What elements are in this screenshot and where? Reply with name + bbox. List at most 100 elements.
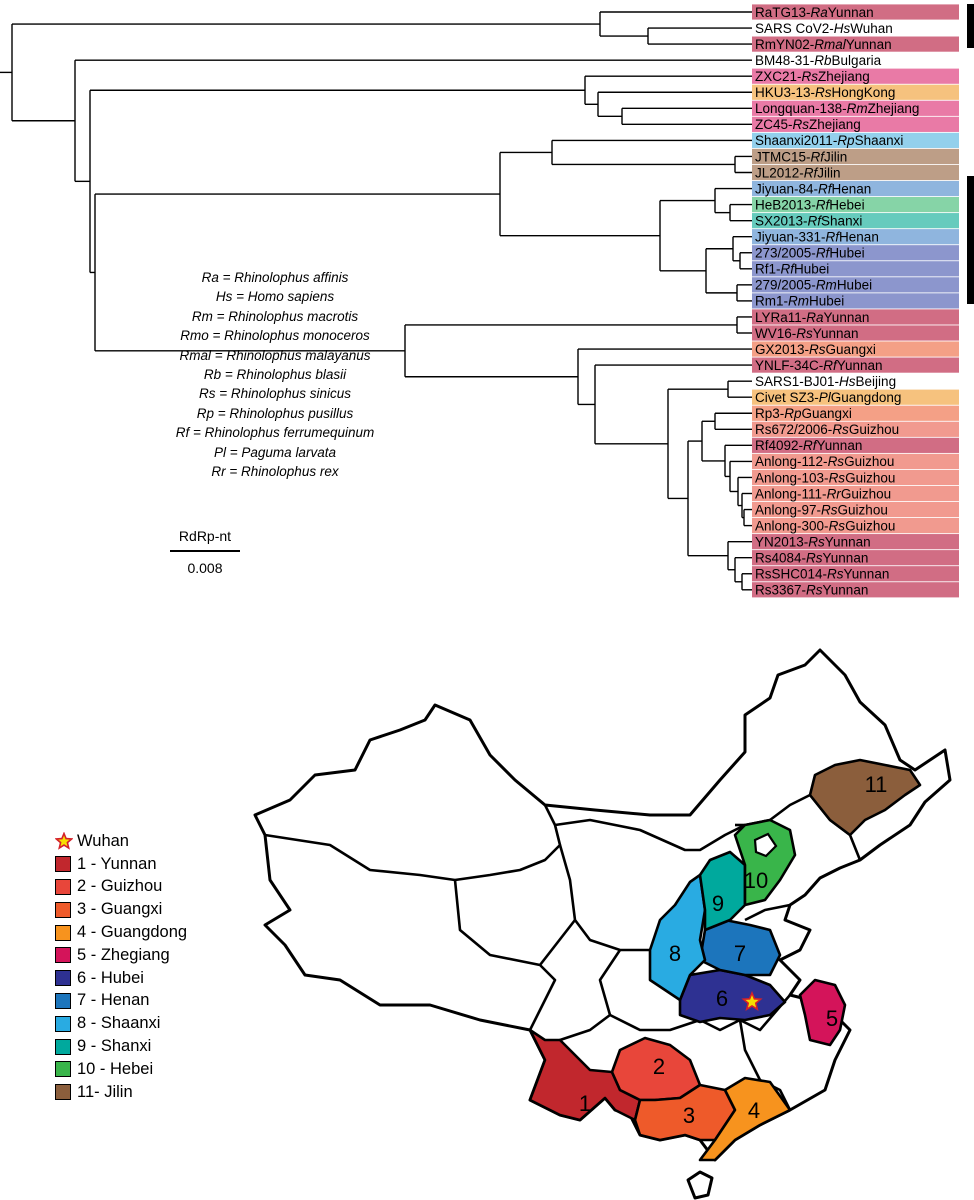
abbreviation-line: Rs = Rhinolophus sinicus bbox=[199, 386, 351, 402]
tip-label: RmYN02-RmalYunnan bbox=[755, 37, 892, 52]
region-label-shaanxi: 8 bbox=[669, 941, 681, 966]
tip-label: 273/2005-RfHubei bbox=[755, 246, 865, 261]
scale-bar-block: RdRp-nt 0.008 bbox=[150, 528, 260, 576]
abbreviation-line: Rm = Rhinolophus macrotis bbox=[191, 308, 359, 324]
legend-item: 11- Jilin bbox=[55, 1081, 187, 1104]
legend-swatch bbox=[55, 1015, 71, 1032]
tip-box bbox=[752, 518, 959, 534]
tip-label: Anlong-97-RsGuizhou bbox=[755, 502, 888, 517]
tip-label: 279/2005-RmHubei bbox=[755, 278, 872, 293]
legend-label: 2 - Guizhou bbox=[77, 877, 163, 896]
tip-box bbox=[752, 582, 959, 598]
legend-item: 1 - Yunnan bbox=[55, 853, 187, 876]
abbreviation-line: Rr = Rhinolophus rex bbox=[211, 464, 339, 480]
legend-swatch bbox=[55, 992, 71, 1009]
region-label-zhegiang: 5 bbox=[826, 1006, 838, 1031]
tip-label: HKU3-13-RsHongKong bbox=[755, 85, 895, 100]
legend-swatch bbox=[55, 1038, 71, 1055]
region-label-henan: 7 bbox=[734, 941, 746, 966]
tip-box bbox=[752, 277, 959, 293]
region-label-shanxi: 9 bbox=[712, 891, 724, 916]
tip-box bbox=[752, 116, 959, 132]
region-guangdong bbox=[698, 1076, 792, 1162]
legend-label: 1 - Yunnan bbox=[77, 854, 157, 873]
tip-label: Anlong-300-RsGuizhou bbox=[755, 518, 895, 533]
scale-bar-value: 0.008 bbox=[187, 560, 223, 576]
tip-label: Rs672/2006-RsGuizhou bbox=[755, 422, 899, 437]
legend-swatch bbox=[55, 924, 71, 941]
legend-swatch bbox=[55, 1061, 71, 1078]
tip-label: WV16-RsYunnan bbox=[755, 326, 859, 341]
region-jilin bbox=[808, 758, 922, 837]
tip-box bbox=[752, 453, 959, 469]
legend-swatch bbox=[55, 1084, 71, 1101]
legend-label: 5 - Zhegiang bbox=[77, 945, 170, 964]
tip-box bbox=[752, 293, 959, 309]
legend-label: 3 - Guangxi bbox=[77, 900, 163, 919]
tip-box bbox=[752, 213, 959, 229]
tip-label: Rm1-RmHubei bbox=[755, 294, 844, 309]
region-shaanxi bbox=[648, 873, 707, 1002]
region-label-guangxi: 3 bbox=[683, 1103, 695, 1128]
abbreviation-line: Rp = Rhinolophus pusillus bbox=[196, 405, 354, 421]
abbreviation-line: Hs = Homo sapiens bbox=[215, 289, 335, 305]
region-label-yunnan: 1 bbox=[579, 1091, 591, 1116]
tip-label: Shaanxi2011-RpShaanxi bbox=[755, 133, 903, 148]
beijing-enclave bbox=[753, 832, 778, 858]
tip-label: Rf1-RfHubei bbox=[755, 262, 829, 277]
legend-item: 5 - Zhegiang bbox=[55, 944, 187, 967]
tip-box bbox=[752, 485, 959, 502]
legend-label: 7 - Henan bbox=[77, 991, 150, 1010]
region-label-hebei: 10 bbox=[744, 868, 768, 893]
region-label-guangdong: 4 bbox=[748, 1098, 760, 1123]
tip-label: Rs4084-RsYunnan bbox=[755, 551, 868, 566]
tip-box bbox=[752, 229, 959, 245]
clade-marker-bar-top bbox=[967, 4, 974, 48]
tip-label-boxes bbox=[752, 4, 959, 598]
legend-item: 8 - Shaanxi bbox=[55, 1012, 187, 1035]
tip-label: SX2013-RfShanxi bbox=[755, 213, 862, 228]
tip-label: JTMC15-RfJilin bbox=[755, 149, 847, 164]
tip-box bbox=[752, 245, 959, 261]
legend-label: 9 - Shanxi bbox=[77, 1037, 152, 1056]
legend-item: 6 - Hubei bbox=[55, 967, 187, 990]
tip-box bbox=[752, 68, 959, 84]
tip-box bbox=[752, 405, 959, 421]
legend-swatch bbox=[55, 901, 71, 918]
tip-box bbox=[752, 148, 959, 165]
wuhan-marker bbox=[741, 990, 763, 1012]
tip-box bbox=[752, 164, 959, 181]
legend-item: 10 - Hebei bbox=[55, 1058, 187, 1081]
tip-label: Anlong-111-RrGuizhou bbox=[755, 486, 891, 501]
tip-box bbox=[752, 566, 959, 582]
tip-label: HeB2013-RfHebei bbox=[755, 197, 865, 212]
wuhan-star-icon bbox=[741, 990, 763, 1012]
tip-box bbox=[752, 261, 959, 277]
legend-label: 6 - Hubei bbox=[77, 968, 144, 987]
map-outline bbox=[253, 648, 952, 1200]
tip-label: Jiyuan-331-RfHenan bbox=[755, 230, 879, 245]
tip-label: YNLF-34C-RfYunnan bbox=[755, 358, 883, 373]
legend-item: 3 - Guangxi bbox=[55, 898, 187, 921]
legend-label: 10 - Hebei bbox=[77, 1059, 154, 1078]
tip-box bbox=[752, 132, 959, 148]
abbreviation-line: Rb = Rhinolophus blasii bbox=[203, 367, 347, 383]
hainan-island bbox=[686, 1170, 714, 1200]
tip-box bbox=[752, 389, 959, 405]
tip-label: BM48-31-RbBulgaria bbox=[755, 53, 882, 68]
tip-label: SARS CoV2-HsWuhan bbox=[755, 21, 893, 36]
tip-label: Rf4092-RfYunnan bbox=[755, 438, 862, 453]
clade-marker-bar-middle bbox=[967, 176, 974, 304]
legend-swatch bbox=[55, 856, 71, 873]
tip-label: RsSHC014-RsYunnan bbox=[755, 567, 889, 582]
legend-swatch bbox=[55, 947, 71, 964]
legend-item: 7 - Henan bbox=[55, 990, 187, 1013]
tip-box bbox=[752, 84, 959, 100]
tip-label: RaTG13-RaYunnan bbox=[755, 5, 874, 20]
tip-label: Anlong-103-RsGuizhou bbox=[755, 470, 895, 485]
legend-item: Wuhan bbox=[55, 830, 187, 853]
region-label-hubei: 6 bbox=[716, 986, 728, 1011]
tip-box bbox=[752, 36, 959, 52]
